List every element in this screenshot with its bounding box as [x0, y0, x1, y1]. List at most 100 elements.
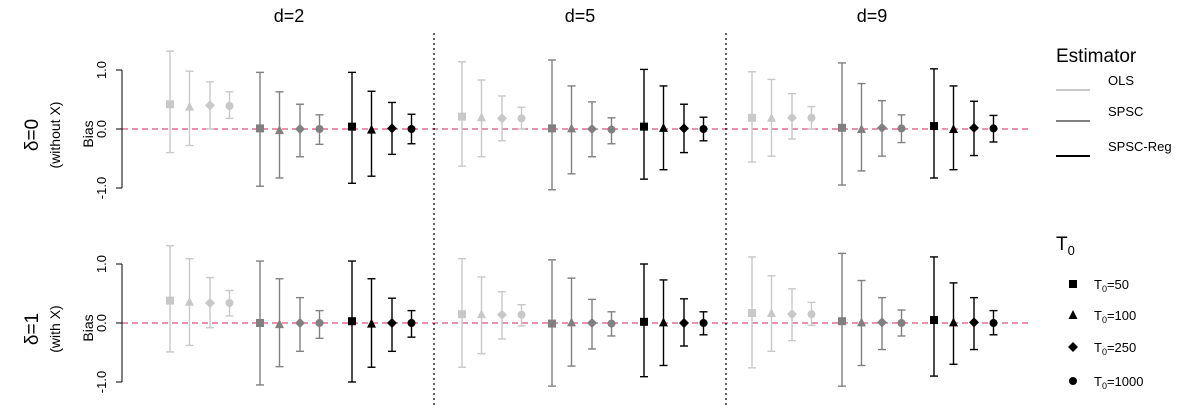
error-bar-point — [640, 68, 648, 180]
marker-diamond — [387, 318, 397, 328]
marker-circle — [897, 124, 906, 133]
marker-circle — [225, 298, 234, 307]
legend-t0-label: T0=50 — [1094, 277, 1129, 294]
legend-t0-label: T0=100 — [1094, 308, 1136, 325]
marker-triangle — [567, 123, 576, 133]
legend-estimator-label: SPSC — [1108, 104, 1143, 119]
marker-diamond — [969, 317, 979, 328]
error-bar-point — [387, 101, 397, 156]
error-bar-point — [477, 79, 486, 158]
marker-circle — [1069, 377, 1077, 385]
error-bar-point — [969, 296, 979, 351]
column-title: d=2 — [274, 6, 305, 26]
error-bar-point — [166, 50, 174, 154]
y-tick-label: 1.0 — [94, 61, 109, 79]
marker-diamond — [497, 113, 507, 124]
error-bar-point — [748, 256, 756, 369]
marker-square — [930, 122, 938, 131]
error-bar-point — [548, 59, 556, 191]
marker-triangle — [767, 307, 776, 317]
y-axis-label: Bias — [80, 314, 96, 341]
error-bar-point — [367, 90, 376, 177]
error-bar-point — [225, 91, 234, 120]
marker-diamond — [295, 318, 305, 328]
marker-circle — [407, 319, 416, 327]
y-tick-label: 0.0 — [94, 120, 109, 138]
marker-square — [640, 317, 648, 326]
marker-triangle — [659, 317, 668, 327]
marker-circle — [897, 319, 906, 327]
error-bar-point — [949, 282, 958, 365]
error-bar-point — [205, 81, 215, 130]
marker-circle — [225, 101, 234, 110]
error-bar-point — [767, 78, 776, 157]
error-bar-point — [348, 260, 356, 383]
legend: Estimator OLS SPSC SPSC-Reg T0 T0=50 T0=100 T0=… — [1056, 46, 1172, 391]
error-bar-point — [517, 304, 526, 327]
error-bar-point — [877, 99, 887, 157]
error-bar-point — [497, 291, 507, 340]
error-bar-point — [567, 277, 576, 367]
marker-circle — [607, 125, 616, 134]
marker-triangle — [567, 317, 576, 327]
error-bar-point — [587, 298, 597, 350]
error-bar-point — [367, 278, 376, 368]
legend-estimator-label: OLS — [1108, 73, 1134, 88]
error-bar-point — [548, 259, 556, 387]
error-bar-point — [256, 71, 264, 187]
error-bar-point — [807, 301, 816, 327]
error-bar-point — [930, 68, 938, 179]
marker-triangle — [949, 317, 958, 327]
marker-circle — [517, 310, 526, 319]
marker-square — [256, 124, 264, 133]
error-bar-point — [458, 61, 466, 167]
error-bar-point — [679, 298, 689, 347]
marker-diamond — [679, 123, 689, 134]
error-bar-point — [659, 279, 668, 367]
marker-circle — [315, 319, 324, 327]
marker-circle — [807, 310, 816, 319]
marker-diamond — [587, 318, 597, 328]
column-title: d=5 — [565, 6, 596, 26]
grid-layer — [116, 33, 1030, 406]
error-bar-point — [989, 309, 998, 336]
marker-diamond — [295, 124, 305, 134]
error-bar-point — [256, 260, 264, 386]
marker-triangle — [949, 124, 958, 133]
error-bar-point — [949, 85, 958, 171]
marker-square — [930, 316, 938, 325]
marker-triangle — [477, 112, 486, 122]
marker-circle — [807, 113, 816, 122]
marker-square — [748, 308, 756, 317]
error-bar-point — [767, 275, 776, 353]
marker-square — [166, 296, 174, 305]
row-label: δ=0 — [22, 119, 43, 151]
marker-triangle — [857, 124, 866, 133]
marker-circle — [517, 114, 526, 123]
marker-triangle — [367, 318, 376, 328]
error-bar-point — [315, 114, 324, 146]
error-bar-point — [807, 105, 816, 130]
marks-layer — [166, 50, 998, 387]
marker-diamond — [787, 112, 797, 123]
marker-square — [548, 319, 556, 328]
marker-square — [348, 122, 356, 131]
column-title: d=9 — [857, 6, 888, 26]
marker-square — [256, 319, 264, 327]
marker-square — [348, 317, 356, 326]
legend-estimator-label: SPSC-Reg — [1108, 139, 1172, 154]
marker-triangle — [1068, 310, 1078, 319]
error-bar-point — [275, 278, 284, 368]
error-bar-point — [989, 114, 998, 143]
text-layer: d=2 d=5 d=9 1.0 0.0 -1.0 Bias δ=0 (without X) 1.0… — [22, 6, 887, 393]
error-bar-point — [640, 263, 648, 378]
y-tick-label: -1.0 — [94, 371, 109, 393]
marker-diamond — [587, 124, 597, 134]
marker-diamond — [205, 297, 215, 308]
error-bar-point — [205, 276, 215, 329]
y-tick-label: 1.0 — [94, 255, 109, 273]
error-bar-point — [930, 256, 938, 377]
error-bar-point — [679, 103, 689, 154]
marker-triangle — [185, 296, 194, 306]
marker-square — [458, 310, 466, 319]
